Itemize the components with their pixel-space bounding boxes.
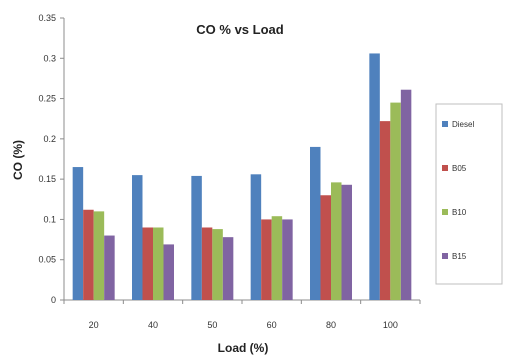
bar-b05-100 [379, 121, 391, 300]
bar-b15-60 [282, 219, 293, 300]
y-tick-label: 0 [51, 295, 56, 305]
bar-b05-50 [201, 227, 213, 300]
x-tick-label: 50 [207, 320, 217, 330]
bar-b10-40 [153, 227, 164, 300]
bar-diesel-60 [250, 174, 262, 300]
bar-b15-40 [163, 244, 174, 300]
legend-label-b10: B10 [452, 208, 467, 217]
bar-b05-60 [261, 219, 272, 300]
bar-b15-100 [400, 89, 412, 300]
bar-b05-80 [320, 195, 331, 300]
legend: Diesel B05 B10 B15 [435, 103, 503, 285]
legend-label-diesel: Diesel [452, 120, 474, 129]
bar-b05-20 [83, 209, 94, 300]
x-tick-label: 20 [89, 320, 99, 330]
legend-label-b05: B05 [452, 164, 467, 173]
x-tick-label: 80 [326, 320, 336, 330]
x-tick-label: 60 [267, 320, 277, 330]
plot-area [63, 18, 420, 301]
bar-b15-20 [104, 235, 115, 300]
legend-swatch-diesel [442, 121, 448, 127]
bar-b10-100 [390, 102, 401, 300]
chart-title: CO % vs Load [196, 22, 283, 37]
bar-b15-80 [341, 184, 352, 300]
legend-label-b15: B15 [452, 252, 467, 261]
legend-swatch-b15 [442, 253, 448, 259]
y-tick-label: 0.2 [43, 134, 56, 144]
x-tick-label: 100 [383, 320, 398, 330]
y-axis-title: CO (%) [11, 140, 25, 180]
bar-b10-60 [271, 216, 283, 300]
y-tick-label: 0.3 [43, 53, 56, 63]
y-tick-label: 0.25 [38, 94, 56, 104]
x-tick-label: 40 [148, 320, 158, 330]
y-axis-ticks: 0 0.05 0.1 0.15 0.2 0.25 0.3 0.35 [38, 13, 64, 305]
x-axis-title: Load (%) [218, 341, 269, 355]
bar-b05-40 [142, 227, 153, 300]
bar-b10-80 [331, 182, 342, 300]
y-tick-label: 0.1 [43, 214, 56, 224]
bar-b10-50 [212, 229, 223, 300]
y-tick-label: 0.35 [38, 13, 56, 23]
y-tick-label: 0.05 [38, 255, 56, 265]
y-tick-label: 0.15 [38, 174, 56, 184]
bar-diesel-80 [310, 146, 321, 300]
legend-swatch-b05 [442, 165, 448, 171]
bar-diesel-50 [191, 175, 202, 300]
bar-diesel-40 [132, 175, 143, 300]
bar-diesel-20 [72, 167, 84, 300]
bar-b10-20 [93, 211, 105, 300]
legend-swatch-b10 [442, 209, 448, 215]
bar-b15-50 [222, 237, 234, 300]
bar-diesel-100 [369, 53, 380, 300]
x-axis-ticks: 20 40 50 60 80 100 [63, 300, 421, 330]
